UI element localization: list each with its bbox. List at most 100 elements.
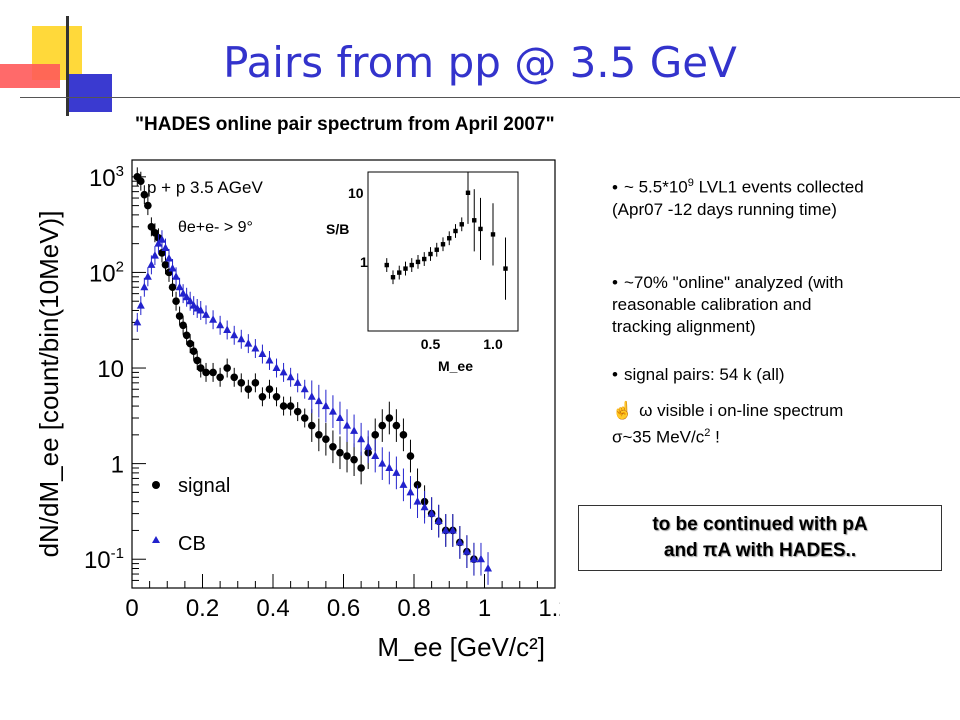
sb-point xyxy=(453,228,458,234)
sb-point xyxy=(415,259,421,265)
signal-point xyxy=(209,368,217,377)
CB-point xyxy=(286,372,295,381)
x-tick-label: 0.2 xyxy=(186,595,219,622)
signal-point xyxy=(230,373,239,382)
pointing-hand-icon: ☝ xyxy=(612,401,634,420)
sb-point xyxy=(478,226,483,232)
CB-point xyxy=(385,463,394,471)
CB-point xyxy=(399,480,408,488)
inset-y-tick-label: 10 xyxy=(348,185,364,201)
bullet-events-text-2: LVL1 events collected xyxy=(693,177,864,197)
bullet-events: • ~ 5.5*109 LVL1 events collected (Apr07 … xyxy=(612,172,864,221)
x-tick-label: 0.8 xyxy=(397,595,430,622)
deco-horizontal-line xyxy=(20,97,960,98)
sb-point xyxy=(384,262,389,268)
signal-point xyxy=(343,452,351,460)
bullet-omega-line2-end: ! xyxy=(710,427,720,447)
CB-point xyxy=(441,525,450,534)
sb-point xyxy=(472,218,477,223)
signal-point xyxy=(265,385,274,394)
CB-point xyxy=(172,272,181,280)
signal-point xyxy=(137,177,145,186)
signal-point xyxy=(399,431,408,439)
CB-point xyxy=(364,442,373,450)
signal-point xyxy=(258,393,267,401)
CB-point xyxy=(143,272,152,280)
signal-point xyxy=(223,364,231,372)
CB-point xyxy=(462,547,471,555)
CB-point xyxy=(321,401,330,410)
bullet-events-line2: (Apr07 -12 days running time) xyxy=(612,199,837,219)
bullet-omega-line2: σ~35 MeV/c xyxy=(612,427,705,447)
legend-signal-label: signal xyxy=(178,475,230,497)
CB-point xyxy=(406,487,415,496)
bullet-events-text: ~ 5.5*10 xyxy=(623,177,688,197)
signal-point xyxy=(371,431,380,439)
deco-blue-block xyxy=(66,74,112,112)
CB-point xyxy=(258,349,267,358)
CB-point xyxy=(161,243,170,252)
signal-point xyxy=(168,283,177,292)
x-tick-label: 1 xyxy=(478,595,491,622)
inset-x-tick-label: 1.0 xyxy=(483,336,503,352)
signal-point xyxy=(244,385,253,394)
signal-point xyxy=(272,393,281,401)
sb-point xyxy=(459,222,464,227)
CB-point xyxy=(378,459,387,467)
signal-point xyxy=(392,421,401,430)
signal-point xyxy=(251,379,260,387)
CB-point xyxy=(154,239,163,247)
CB-point xyxy=(328,407,337,415)
signal-point xyxy=(413,481,422,489)
signal-point xyxy=(144,201,152,210)
signal-point xyxy=(307,421,316,430)
CB-point xyxy=(420,502,429,511)
CB-point xyxy=(335,413,344,422)
inset-frame xyxy=(367,171,519,332)
sb-point xyxy=(409,262,414,268)
signal-point xyxy=(279,402,288,410)
CB-point xyxy=(300,384,309,393)
signal-point xyxy=(140,190,149,199)
CB-point xyxy=(202,310,211,318)
main-plot-area: 0 0.2 0.4 0.6 0.8 1 1.2 xyxy=(125,159,560,622)
bullet-omega-sup: 2 xyxy=(704,427,711,439)
signal-point xyxy=(406,452,415,460)
CB-point xyxy=(189,301,198,309)
y-axis-title: dN/dM_ee [count/bin(10MeV)] xyxy=(34,211,64,558)
signal-point xyxy=(172,297,180,306)
CB-point xyxy=(293,378,302,386)
slide-subtitle: "HADES online pair spectrum from April 2… xyxy=(135,114,555,135)
y-tick-label: 1 xyxy=(111,452,124,479)
signal-point xyxy=(385,414,394,422)
sb-point xyxy=(428,251,433,257)
CB-point xyxy=(279,367,288,376)
signal-point xyxy=(161,261,170,269)
signal-point xyxy=(196,364,205,372)
main-data-series xyxy=(133,167,493,585)
CB-point xyxy=(196,305,205,314)
sb-point xyxy=(440,242,446,247)
CB-point xyxy=(179,289,188,297)
bullet-omega: ☝ ω visible i on-line spectrum σ~35 MeV/c… xyxy=(612,400,843,449)
signal-point xyxy=(186,339,194,348)
x-tick-label: 0 xyxy=(125,595,138,622)
bullet-events-sup: 9 xyxy=(687,177,694,189)
x-tick-label: 0.6 xyxy=(327,595,360,622)
CB-point xyxy=(343,421,352,429)
CB-point xyxy=(209,315,218,323)
bullet-dot: • xyxy=(612,177,618,197)
bullet-analysis-line3: tracking alignment) xyxy=(612,317,756,336)
x-axis-title: M_ee [GeV/c²] xyxy=(377,632,545,662)
CB-point xyxy=(140,282,149,291)
sb-point xyxy=(503,266,508,271)
annotation-theta: θe+e- > 9° xyxy=(178,219,253,236)
slide-title: Pairs from pp @ 3.5 GeV xyxy=(223,38,737,87)
CB-point xyxy=(434,516,443,525)
CB-point xyxy=(314,396,323,405)
CB-point xyxy=(350,426,359,434)
bullet-omega-text: ω visible i on-line spectrum xyxy=(639,401,844,420)
inset-x-tick-label: 0.5 xyxy=(421,336,441,352)
